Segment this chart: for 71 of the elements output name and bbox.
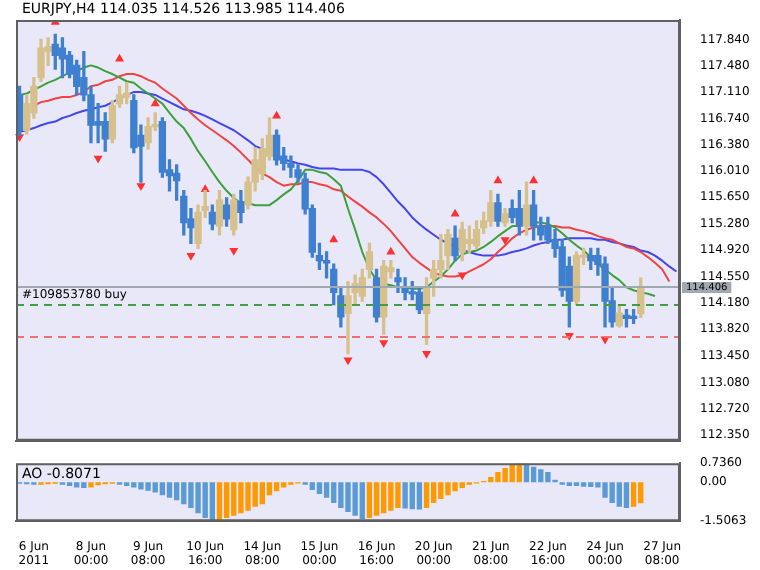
bar	[545, 471, 551, 483]
bar	[152, 482, 158, 493]
bar	[602, 482, 608, 498]
bar	[259, 482, 265, 505]
bar	[266, 482, 273, 496]
bar	[395, 482, 401, 509]
bar	[502, 468, 508, 483]
bar	[323, 482, 330, 498]
bar	[273, 482, 280, 492]
bar	[359, 482, 365, 519]
bar	[530, 466, 537, 483]
bar	[538, 469, 544, 483]
point	[493, 175, 503, 184]
bar	[195, 482, 201, 514]
point	[386, 246, 396, 255]
point	[343, 357, 353, 366]
bar	[623, 482, 630, 509]
bar	[338, 482, 344, 509]
bar	[366, 482, 373, 518]
point	[422, 351, 432, 359]
bar	[173, 482, 180, 501]
bar	[459, 482, 465, 488]
bar	[373, 482, 380, 516]
bar	[416, 482, 423, 510]
bar	[252, 482, 258, 507]
bar	[409, 482, 415, 510]
bar	[138, 482, 144, 490]
point	[329, 234, 339, 243]
bar	[159, 482, 166, 496]
bar	[216, 482, 223, 520]
bar	[181, 482, 187, 505]
bar	[445, 482, 451, 496]
bar	[638, 482, 644, 504]
point	[136, 183, 146, 191]
bar	[345, 482, 351, 512]
point	[115, 53, 125, 62]
bar	[88, 482, 94, 488]
bar	[630, 482, 637, 507]
point	[500, 237, 510, 245]
bar	[495, 471, 501, 483]
bar	[309, 482, 315, 490]
bar	[381, 482, 387, 514]
point	[93, 155, 103, 164]
bar	[452, 482, 458, 492]
point	[150, 98, 160, 107]
bar	[145, 482, 151, 491]
bar	[438, 482, 444, 500]
bar	[352, 482, 358, 516]
bar	[223, 482, 230, 518]
bar	[316, 482, 323, 494]
bar	[166, 482, 173, 498]
bar	[509, 464, 515, 483]
point	[229, 247, 239, 256]
bar	[616, 482, 622, 507]
bar	[238, 482, 244, 514]
point	[186, 253, 196, 261]
bar	[402, 482, 408, 509]
bar	[331, 482, 337, 503]
bar	[431, 482, 437, 503]
bar	[231, 482, 237, 516]
bar	[609, 482, 615, 503]
bar	[245, 482, 251, 511]
bar	[202, 482, 208, 518]
point	[529, 175, 539, 184]
bar	[81, 482, 87, 488]
bar	[188, 482, 194, 509]
bar	[423, 482, 430, 509]
point	[457, 272, 467, 281]
bar	[388, 482, 394, 511]
candlestick	[287, 155, 295, 178]
point	[379, 340, 389, 349]
